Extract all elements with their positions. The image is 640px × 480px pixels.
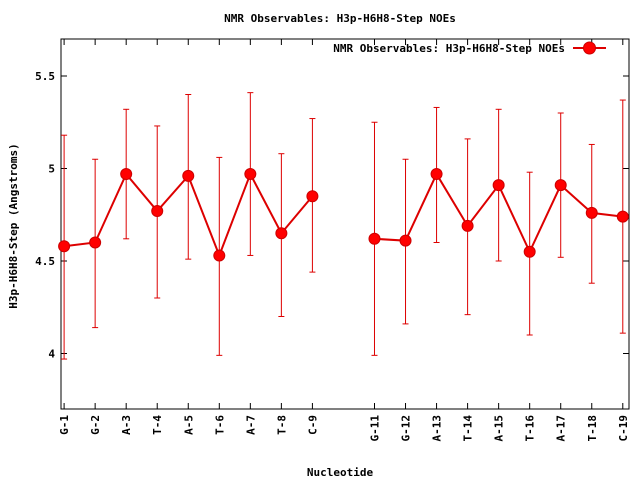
x-tick-label: A-13 — [431, 415, 444, 442]
data-point — [461, 219, 474, 232]
data-point — [430, 168, 443, 181]
y-tick-label: 5.5 — [35, 70, 55, 83]
x-tick-label: A-5 — [182, 415, 195, 435]
x-tick-label: T-6 — [213, 415, 226, 435]
x-tick-label: G-11 — [368, 415, 381, 442]
y-tick-label: 5 — [48, 163, 55, 176]
y-tick-label: 4 — [48, 348, 55, 361]
data-point — [306, 190, 319, 203]
data-point — [492, 179, 505, 192]
data-point — [151, 205, 164, 218]
x-axis-ticks: G-1 G-2 A-3 T-4 A-5 T-6 A-7 T-8 C-9 G-11 G-12 A-13 T… — [58, 39, 630, 442]
x-tick-label: G-12 — [400, 415, 413, 442]
plot-area-frame — [60, 38, 630, 410]
x-axis-label: Nucleotide — [307, 466, 374, 479]
data-point — [182, 169, 195, 182]
data-point — [616, 210, 629, 223]
data-point — [585, 206, 598, 219]
y-axis-ticks: 4 4.5 5 5.5 — [35, 70, 629, 361]
y-axis-label: H3p-H6H8-Step (Angstroms) — [7, 143, 20, 309]
x-tick-label: T-16 — [524, 415, 537, 442]
data-point — [120, 168, 133, 181]
legend: NMR Observables: H3p-H6H8-Step NOEs — [333, 41, 606, 55]
data-point — [368, 232, 381, 245]
data-point — [244, 168, 257, 181]
data-point — [554, 179, 567, 192]
data-point — [275, 227, 288, 240]
x-tick-label: A-3 — [120, 415, 133, 435]
x-tick-label: G-2 — [89, 415, 102, 435]
x-tick-label: A-17 — [555, 415, 568, 442]
data-point — [58, 240, 71, 253]
data-point — [213, 249, 226, 262]
x-tick-label: A-7 — [244, 415, 257, 435]
legend-marker-sample — [583, 41, 596, 55]
x-tick-label: T-8 — [275, 415, 288, 435]
chart-title: NMR Observables: H3p-H6H8-Step NOEs — [224, 12, 456, 25]
data-point — [523, 245, 536, 258]
legend-label: NMR Observables: H3p-H6H8-Step NOEs — [333, 42, 565, 55]
series-layer — [58, 92, 629, 360]
x-tick-label: A-15 — [493, 415, 506, 442]
data-point — [89, 236, 102, 249]
x-tick-label: T-14 — [462, 415, 475, 442]
x-tick-label: G-1 — [58, 415, 71, 435]
y-tick-label: 4.5 — [35, 255, 55, 268]
x-tick-label: C-19 — [617, 415, 630, 442]
data-point — [399, 234, 412, 247]
x-tick-label: T-4 — [151, 415, 164, 435]
x-tick-label: T-18 — [586, 415, 599, 442]
x-tick-label: C-9 — [306, 415, 319, 435]
